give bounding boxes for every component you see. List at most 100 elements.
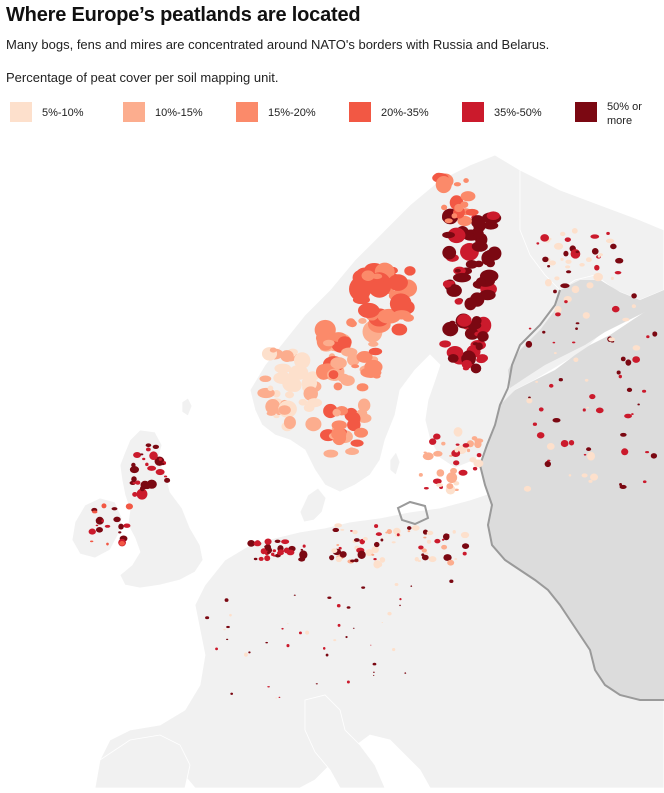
peat-patch [351, 364, 360, 369]
peat-patch [646, 335, 650, 339]
peat-patch [619, 484, 627, 490]
peat-patch [278, 405, 291, 415]
peat-patch [269, 347, 277, 353]
peat-patch [625, 359, 632, 366]
peat-patch [472, 466, 478, 471]
peat-patch [163, 475, 168, 478]
peat-patch [571, 341, 576, 344]
peat-patch [423, 487, 429, 490]
peat-patch [287, 623, 289, 625]
peat-patch [585, 257, 592, 263]
peat-patch [435, 175, 452, 194]
peat-patch [271, 552, 275, 557]
peat-patch [285, 391, 295, 399]
peat-patch [461, 359, 472, 369]
peat-patch [104, 524, 111, 528]
peat-patch [133, 452, 142, 459]
denmark [299, 487, 327, 523]
peat-layer [88, 172, 658, 699]
peat-patch [456, 314, 472, 327]
peat-patch [275, 697, 277, 699]
peat-patch [374, 524, 379, 528]
peat-patch [421, 554, 429, 561]
peat-patch [473, 459, 484, 468]
peat-patch [444, 218, 453, 224]
peat-patch [565, 270, 572, 274]
peat-patch [322, 647, 326, 650]
peat-patch [253, 557, 258, 561]
peat-patch [453, 481, 460, 486]
peat-patch [571, 285, 580, 294]
peat-patch [622, 317, 630, 322]
peat-patch [278, 696, 281, 698]
peat-patch [558, 378, 563, 382]
peat-patch [540, 234, 550, 242]
peat-patch [267, 686, 270, 688]
peat-patch [587, 451, 596, 461]
peat-patch [281, 627, 284, 630]
peat-patch [588, 479, 593, 483]
peat-patch [303, 386, 318, 401]
map-subtitle: Many bogs, fens and mires are concentrat… [6, 37, 550, 52]
peat-patch [371, 553, 375, 556]
peat-patch [538, 407, 544, 412]
peat-patch [411, 525, 420, 531]
peat-patch [552, 341, 556, 344]
peat-patch [528, 327, 532, 330]
peat-patch [575, 250, 580, 254]
peat-patch [615, 257, 624, 264]
peat-patch [616, 370, 621, 375]
peat-patch [346, 680, 350, 684]
peat-patch [362, 537, 368, 541]
peat-patch [352, 627, 355, 629]
peat-patch [418, 472, 423, 477]
peat-patch [553, 242, 564, 250]
peat-patch [158, 458, 163, 461]
peat-patch [485, 259, 495, 268]
peat-patch [483, 221, 499, 230]
legend: 5%-10% 10%-15% 15%-20% 20%-35% 35%-50% 5… [10, 99, 660, 133]
peat-patch [298, 631, 302, 635]
peat-patch [464, 297, 477, 311]
peat-patch [453, 272, 472, 283]
peat-patch [441, 441, 446, 446]
peat-patch [277, 550, 284, 556]
peat-patch [119, 540, 125, 546]
peat-patch [146, 479, 157, 489]
peat-patch [331, 548, 338, 554]
peat-patch [589, 394, 596, 400]
peat-patch [586, 282, 594, 289]
peat-patch [465, 195, 471, 199]
peat-patch [293, 367, 301, 375]
peat-patch [298, 398, 308, 406]
peat-patch [350, 559, 356, 563]
peat-patch [136, 488, 148, 500]
russia-belarus-region [480, 300, 664, 700]
peat-patch [428, 556, 437, 563]
peat-patch [286, 643, 290, 648]
peat-patch [554, 306, 562, 314]
peat-patch [544, 279, 552, 287]
peat-patch [461, 543, 470, 549]
peat-patch [542, 256, 549, 263]
peat-patch [442, 231, 455, 239]
peat-patch [593, 272, 603, 282]
peat-patch [564, 300, 568, 304]
peat-patch [348, 412, 361, 426]
peat-patch [441, 544, 448, 550]
peat-patch [460, 531, 470, 539]
peat-patch [331, 427, 347, 441]
peat-patch [267, 551, 270, 555]
peat-patch [462, 443, 470, 448]
peat-patch [357, 550, 366, 559]
peat-patch [453, 427, 463, 437]
peat-patch [547, 459, 551, 462]
peat-patch [536, 242, 540, 245]
peat-patch [446, 472, 458, 484]
peat-patch [260, 548, 267, 555]
peat-patch [450, 467, 458, 475]
peat-patch [436, 483, 443, 488]
peat-patch [449, 579, 454, 584]
peat-patch [387, 611, 392, 616]
peat-patch [323, 339, 335, 347]
